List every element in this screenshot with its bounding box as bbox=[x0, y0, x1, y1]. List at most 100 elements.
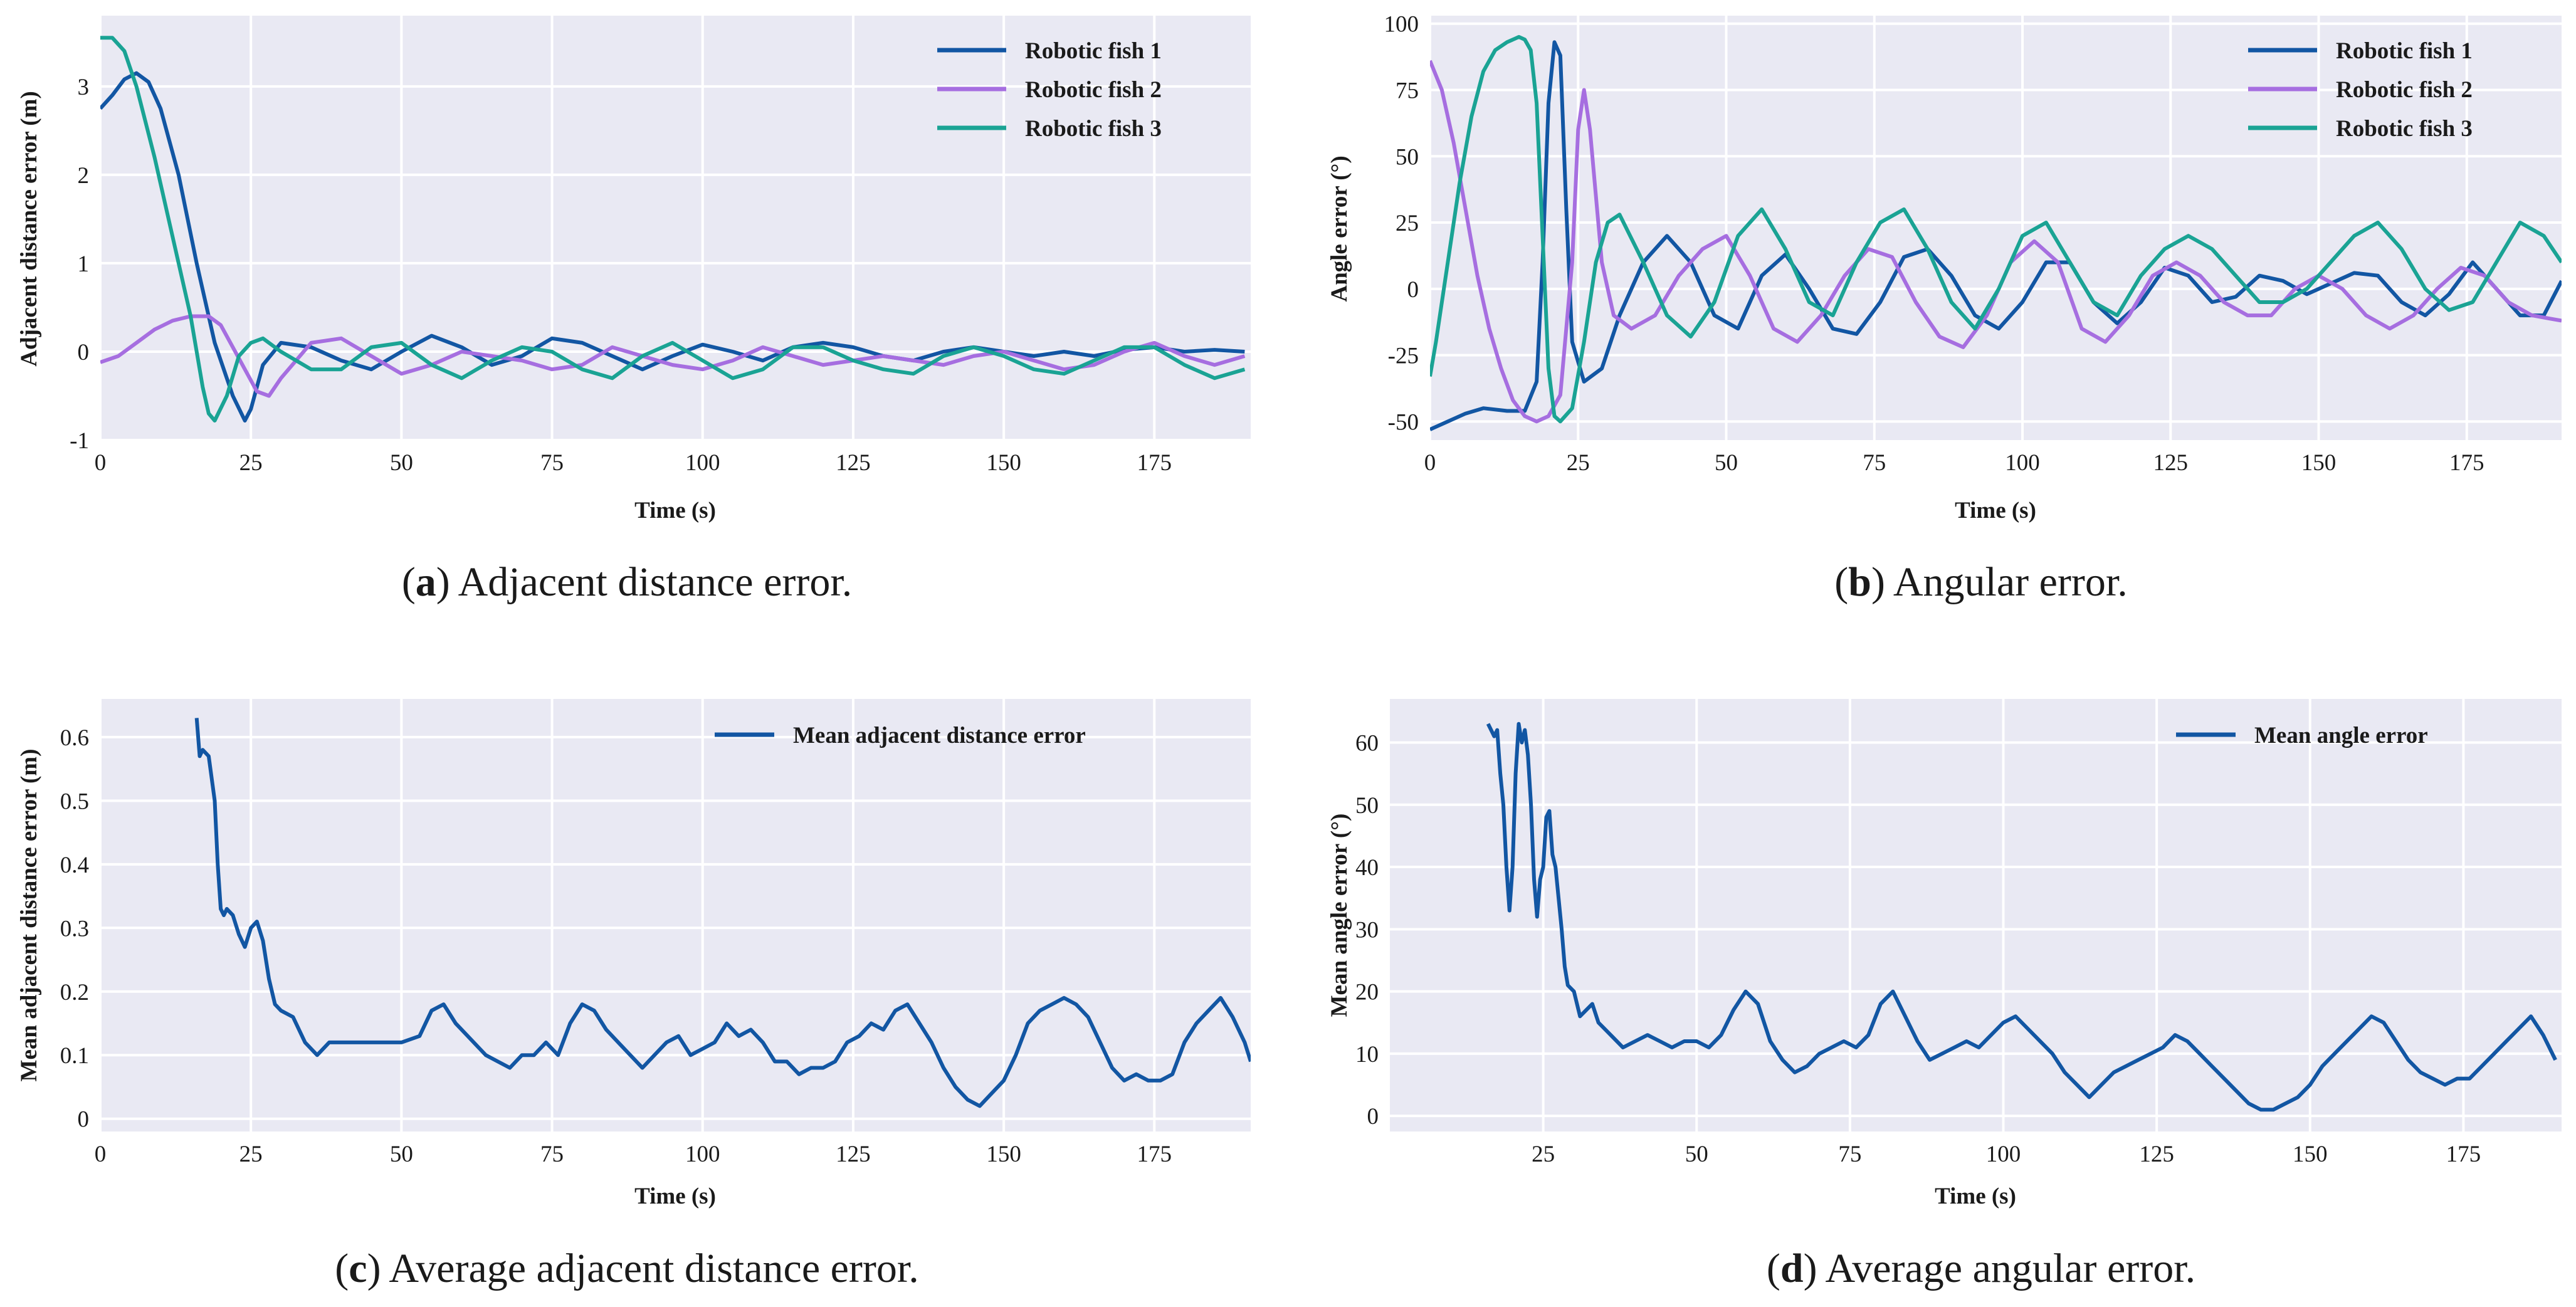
x-tick-label: 0 bbox=[95, 1142, 107, 1167]
x-tick-label: 100 bbox=[685, 1142, 720, 1167]
caption-c: (c) Average adjacent distance error. bbox=[335, 1246, 918, 1291]
x-tick-label: 50 bbox=[1685, 1142, 1708, 1167]
y-tick-label: 50 bbox=[1355, 793, 1379, 819]
y-tick-label: -25 bbox=[1388, 344, 1419, 369]
y-tick-label: 0 bbox=[78, 340, 90, 365]
legend-label-robotic-fish-3: Robotic fish 3 bbox=[2336, 116, 2473, 142]
y-tick-label: -1 bbox=[70, 428, 89, 454]
x-tick-label: 0 bbox=[1424, 450, 1436, 476]
y-tick-label: 0.4 bbox=[60, 853, 89, 878]
x-ticks-b: 0 25 50 75 100 125 150 175 bbox=[1424, 450, 2484, 476]
x-tick-label: 25 bbox=[1567, 450, 1590, 476]
caption-d: (d) Average angular error. bbox=[1767, 1246, 2195, 1291]
y-tick-label: 0 bbox=[1367, 1104, 1379, 1130]
x-tick-label: 175 bbox=[2449, 450, 2484, 476]
x-ticks-c: 0 25 50 75 100 125 150 175 bbox=[95, 1142, 1172, 1167]
x-tick-label: 25 bbox=[1532, 1142, 1555, 1167]
x-axis-label-c: Time (s) bbox=[634, 1184, 716, 1209]
legend-label-robotic-fish-2: Robotic fish 2 bbox=[1025, 77, 1162, 103]
x-tick-label: 75 bbox=[1863, 450, 1886, 476]
series-line-mean-adjacent-distance-error bbox=[194, 718, 1251, 1108]
x-ticks-d: 25 50 75 100 125 150 175 bbox=[1532, 1142, 2481, 1167]
x-ticks-a: 0 25 50 75 100 125 150 175 bbox=[95, 450, 1172, 476]
legend-label-robotic-fish-1: Robotic fish 1 bbox=[2336, 38, 2473, 64]
y-tick-label: 0.1 bbox=[60, 1043, 89, 1069]
x-tick-label: 150 bbox=[2301, 450, 2337, 476]
x-tick-label: 25 bbox=[239, 450, 263, 476]
x-tick-label: 25 bbox=[239, 1142, 263, 1167]
series-line-robotic-fish-2 bbox=[100, 314, 1246, 398]
x-tick-label: 175 bbox=[1137, 1142, 1172, 1167]
x-tick-label: 50 bbox=[1715, 450, 1738, 476]
series-line-robotic-fish-1 bbox=[100, 71, 1245, 423]
y-tick-label: 20 bbox=[1355, 980, 1379, 1005]
x-tick-label: 125 bbox=[2153, 450, 2189, 476]
y-tick-label: 0.5 bbox=[60, 789, 89, 814]
y-tick-label: 1 bbox=[78, 251, 90, 277]
y-axis-label-d: Mean angle error (°) bbox=[1327, 814, 1352, 1017]
x-tick-label: 125 bbox=[836, 1142, 871, 1167]
panel-b: 0 25 50 75 100 125 150 175 -50 -25 0 25 50 75 100 Tim… bbox=[1327, 12, 2562, 523]
series-line-robotic-fish-3 bbox=[100, 36, 1246, 423]
y-tick-label: 10 bbox=[1355, 1042, 1379, 1068]
y-tick-label: 0.6 bbox=[60, 725, 89, 751]
x-tick-label: 75 bbox=[540, 1142, 564, 1167]
x-tick-label: 100 bbox=[685, 450, 720, 476]
series-group-a bbox=[100, 36, 1246, 423]
x-tick-label: 175 bbox=[1137, 450, 1172, 476]
grid-c bbox=[99, 699, 1251, 1131]
panel-c: 0 25 50 75 100 125 150 175 00.10.20.30.40.50.6 … bbox=[16, 699, 1251, 1209]
x-tick-label: 100 bbox=[1986, 1142, 2021, 1167]
series-line-mean-angle-error bbox=[1486, 722, 2557, 1112]
legend-label-mean-angle-error: Mean angle error bbox=[2254, 723, 2428, 748]
y-tick-label: 50 bbox=[1396, 144, 1419, 170]
y-tick-label: 0 bbox=[78, 1107, 90, 1133]
y-tick-label: 0.2 bbox=[60, 980, 89, 1005]
y-ticks-c: 0 0.1 0.2 0.3 0.4 0.5 0.6 bbox=[60, 725, 89, 1133]
x-tick-label: 50 bbox=[390, 1142, 413, 1167]
plot-area-b bbox=[1430, 16, 2562, 440]
legend-a: Robotic fish 1 Robotic fish 2 Robotic fish… bbox=[937, 38, 1162, 142]
series-group-d bbox=[1486, 722, 2557, 1112]
x-tick-label: 150 bbox=[986, 1142, 1021, 1167]
y-tick-label: 3 bbox=[78, 75, 90, 100]
x-tick-label: 125 bbox=[836, 450, 871, 476]
plot-area-c bbox=[100, 699, 1251, 1131]
series-group-c bbox=[194, 718, 1251, 1108]
legend-label-robotic-fish-2: Robotic fish 2 bbox=[2336, 77, 2473, 103]
legend-label-mean-adjacent-distance-error: Mean adjacent distance error bbox=[793, 723, 1086, 748]
y-axis-label-b: Angle error (°) bbox=[1327, 155, 1352, 302]
x-tick-label: 0 bbox=[95, 450, 107, 476]
y-ticks-b: -50 -25 0 25 50 75 100 bbox=[1384, 12, 1419, 436]
grid-b bbox=[1429, 16, 2562, 440]
y-ticks-d: 0 10 20 30 40 50 60 bbox=[1355, 730, 1379, 1130]
y-tick-label: 2 bbox=[78, 163, 90, 189]
y-axis-label-a: Adjacent distance error (m) bbox=[16, 91, 42, 366]
x-tick-label: 75 bbox=[1838, 1142, 1861, 1167]
x-tick-label: 125 bbox=[2139, 1142, 2174, 1167]
x-tick-label: 100 bbox=[2005, 450, 2040, 476]
y-tick-label: 30 bbox=[1355, 917, 1379, 943]
series-line-robotic-fish-1 bbox=[1430, 40, 2562, 431]
x-tick-label: 150 bbox=[986, 450, 1021, 476]
y-tick-label: 60 bbox=[1355, 730, 1379, 756]
x-axis-label-b: Time (s) bbox=[1955, 498, 2036, 523]
y-tick-label: 40 bbox=[1355, 855, 1379, 881]
legend-label-robotic-fish-3: Robotic fish 3 bbox=[1025, 116, 1162, 142]
x-axis-label-a: Time (s) bbox=[634, 498, 716, 523]
caption-b: (b) Angular error. bbox=[1834, 559, 2127, 605]
x-tick-label: 175 bbox=[2446, 1142, 2481, 1167]
legend-c: Mean adjacent distance error bbox=[715, 723, 1086, 748]
y-tick-label: 100 bbox=[1384, 12, 1419, 38]
y-tick-label: 75 bbox=[1396, 78, 1419, 103]
legend-b: Robotic fish 1 Robotic fish 2 Robotic fish… bbox=[2248, 38, 2473, 142]
legend-label-robotic-fish-1: Robotic fish 1 bbox=[1025, 38, 1162, 64]
y-tick-label: 0 bbox=[1407, 277, 1419, 303]
plot-area-d bbox=[1390, 699, 2562, 1131]
grid-d bbox=[1390, 699, 2562, 1131]
y-tick-label: 25 bbox=[1396, 211, 1419, 236]
caption-a: (a) Adjacent distance error. bbox=[402, 559, 852, 605]
y-ticks-a: -1 0 1 2 3 bbox=[70, 75, 89, 454]
